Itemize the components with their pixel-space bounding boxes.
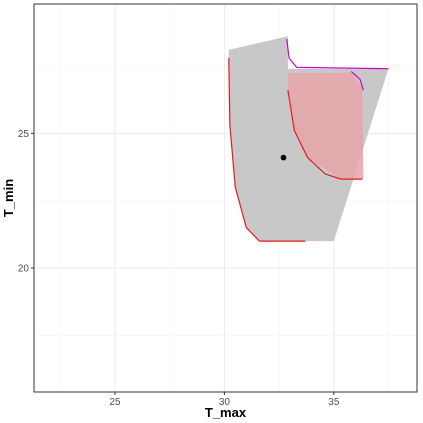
x-axis-title: T_max: [205, 405, 247, 420]
y-axis-title: T_min: [1, 179, 16, 217]
y-tick-label: 25: [18, 129, 30, 140]
x-tick-label: 30: [219, 397, 231, 408]
panel-border: [33, 3, 418, 393]
lines-layer: [228, 38, 389, 242]
y-tick-label: 20: [18, 264, 30, 275]
points-layer: [280, 154, 287, 161]
x-tick-label: 25: [109, 397, 121, 408]
x-axis: 25 30 35: [109, 392, 340, 408]
data-point-1: [280, 154, 287, 161]
x-tick-label: 35: [328, 397, 340, 408]
region-2: [287, 72, 364, 180]
boundary-line-4: [350, 70, 364, 91]
boundary-line-1: [228, 57, 306, 242]
boundary-line-2: [287, 90, 363, 180]
regions-layer: [228, 36, 389, 242]
boundary-line-3: [286, 38, 389, 70]
